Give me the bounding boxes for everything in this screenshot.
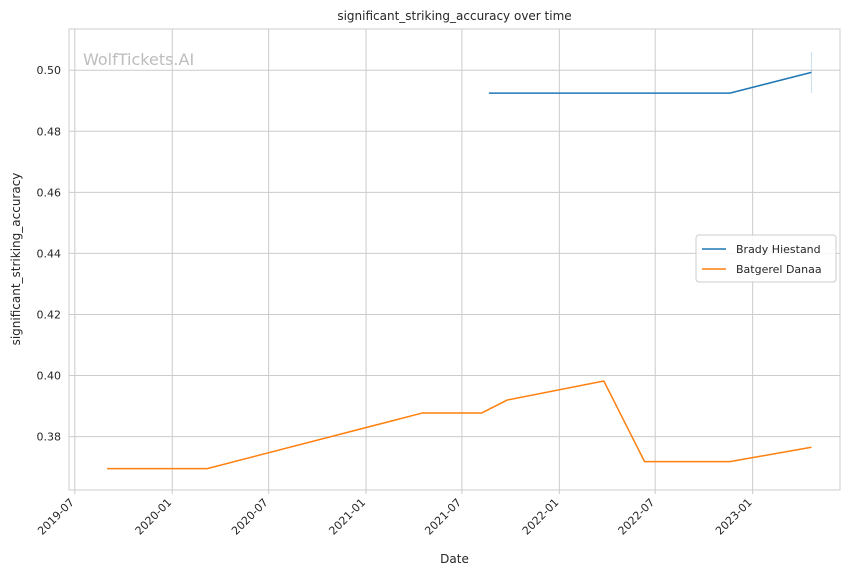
- y-tick-label: 0.50: [37, 64, 62, 77]
- legend-box: [695, 234, 837, 283]
- x-tick-label: 2023-01: [713, 496, 755, 538]
- y-tick-label: 0.44: [37, 247, 62, 260]
- chart-title: significant_striking_accuracy over time: [337, 9, 571, 23]
- x-tick-label: 2022-01: [520, 496, 562, 538]
- plot-frame: [68, 28, 841, 491]
- x-tick-label: 2020-01: [133, 496, 175, 538]
- y-tick-label: 0.42: [37, 308, 62, 321]
- x-tick-label: 2020-07: [229, 496, 271, 538]
- x-tick-label: 2022-07: [616, 496, 658, 538]
- x-tick-label: 2021-07: [422, 496, 464, 538]
- y-tick-label: 0.46: [37, 186, 62, 199]
- tick-labels: 2019-07 2020-01 2020-07 2021-01 2021-07 2022-…: [35, 64, 754, 537]
- series-layer: [107, 51, 812, 470]
- legend: Brady Hiestand Batgerel Danaa: [695, 234, 837, 283]
- watermark: WolfTickets.AI: [83, 50, 194, 69]
- y-tick-label: 0.38: [37, 431, 62, 444]
- legend-label: Brady Hiestand: [736, 243, 821, 256]
- x-tick-label: 2021-01: [326, 496, 368, 538]
- y-tick-label: 0.40: [37, 370, 62, 383]
- y-tick-label: 0.48: [37, 125, 62, 138]
- x-tick-label: 2019-07: [35, 496, 77, 538]
- series-line-batgerel-danaa: [107, 380, 812, 470]
- grid-layer: [69, 29, 840, 490]
- series-line-brady-hiestand: [488, 71, 812, 94]
- legend-label: Batgerel Danaa: [736, 263, 822, 276]
- y-axis-label: significant_striking_accuracy: [9, 173, 23, 346]
- x-axis-label: Date: [440, 552, 469, 566]
